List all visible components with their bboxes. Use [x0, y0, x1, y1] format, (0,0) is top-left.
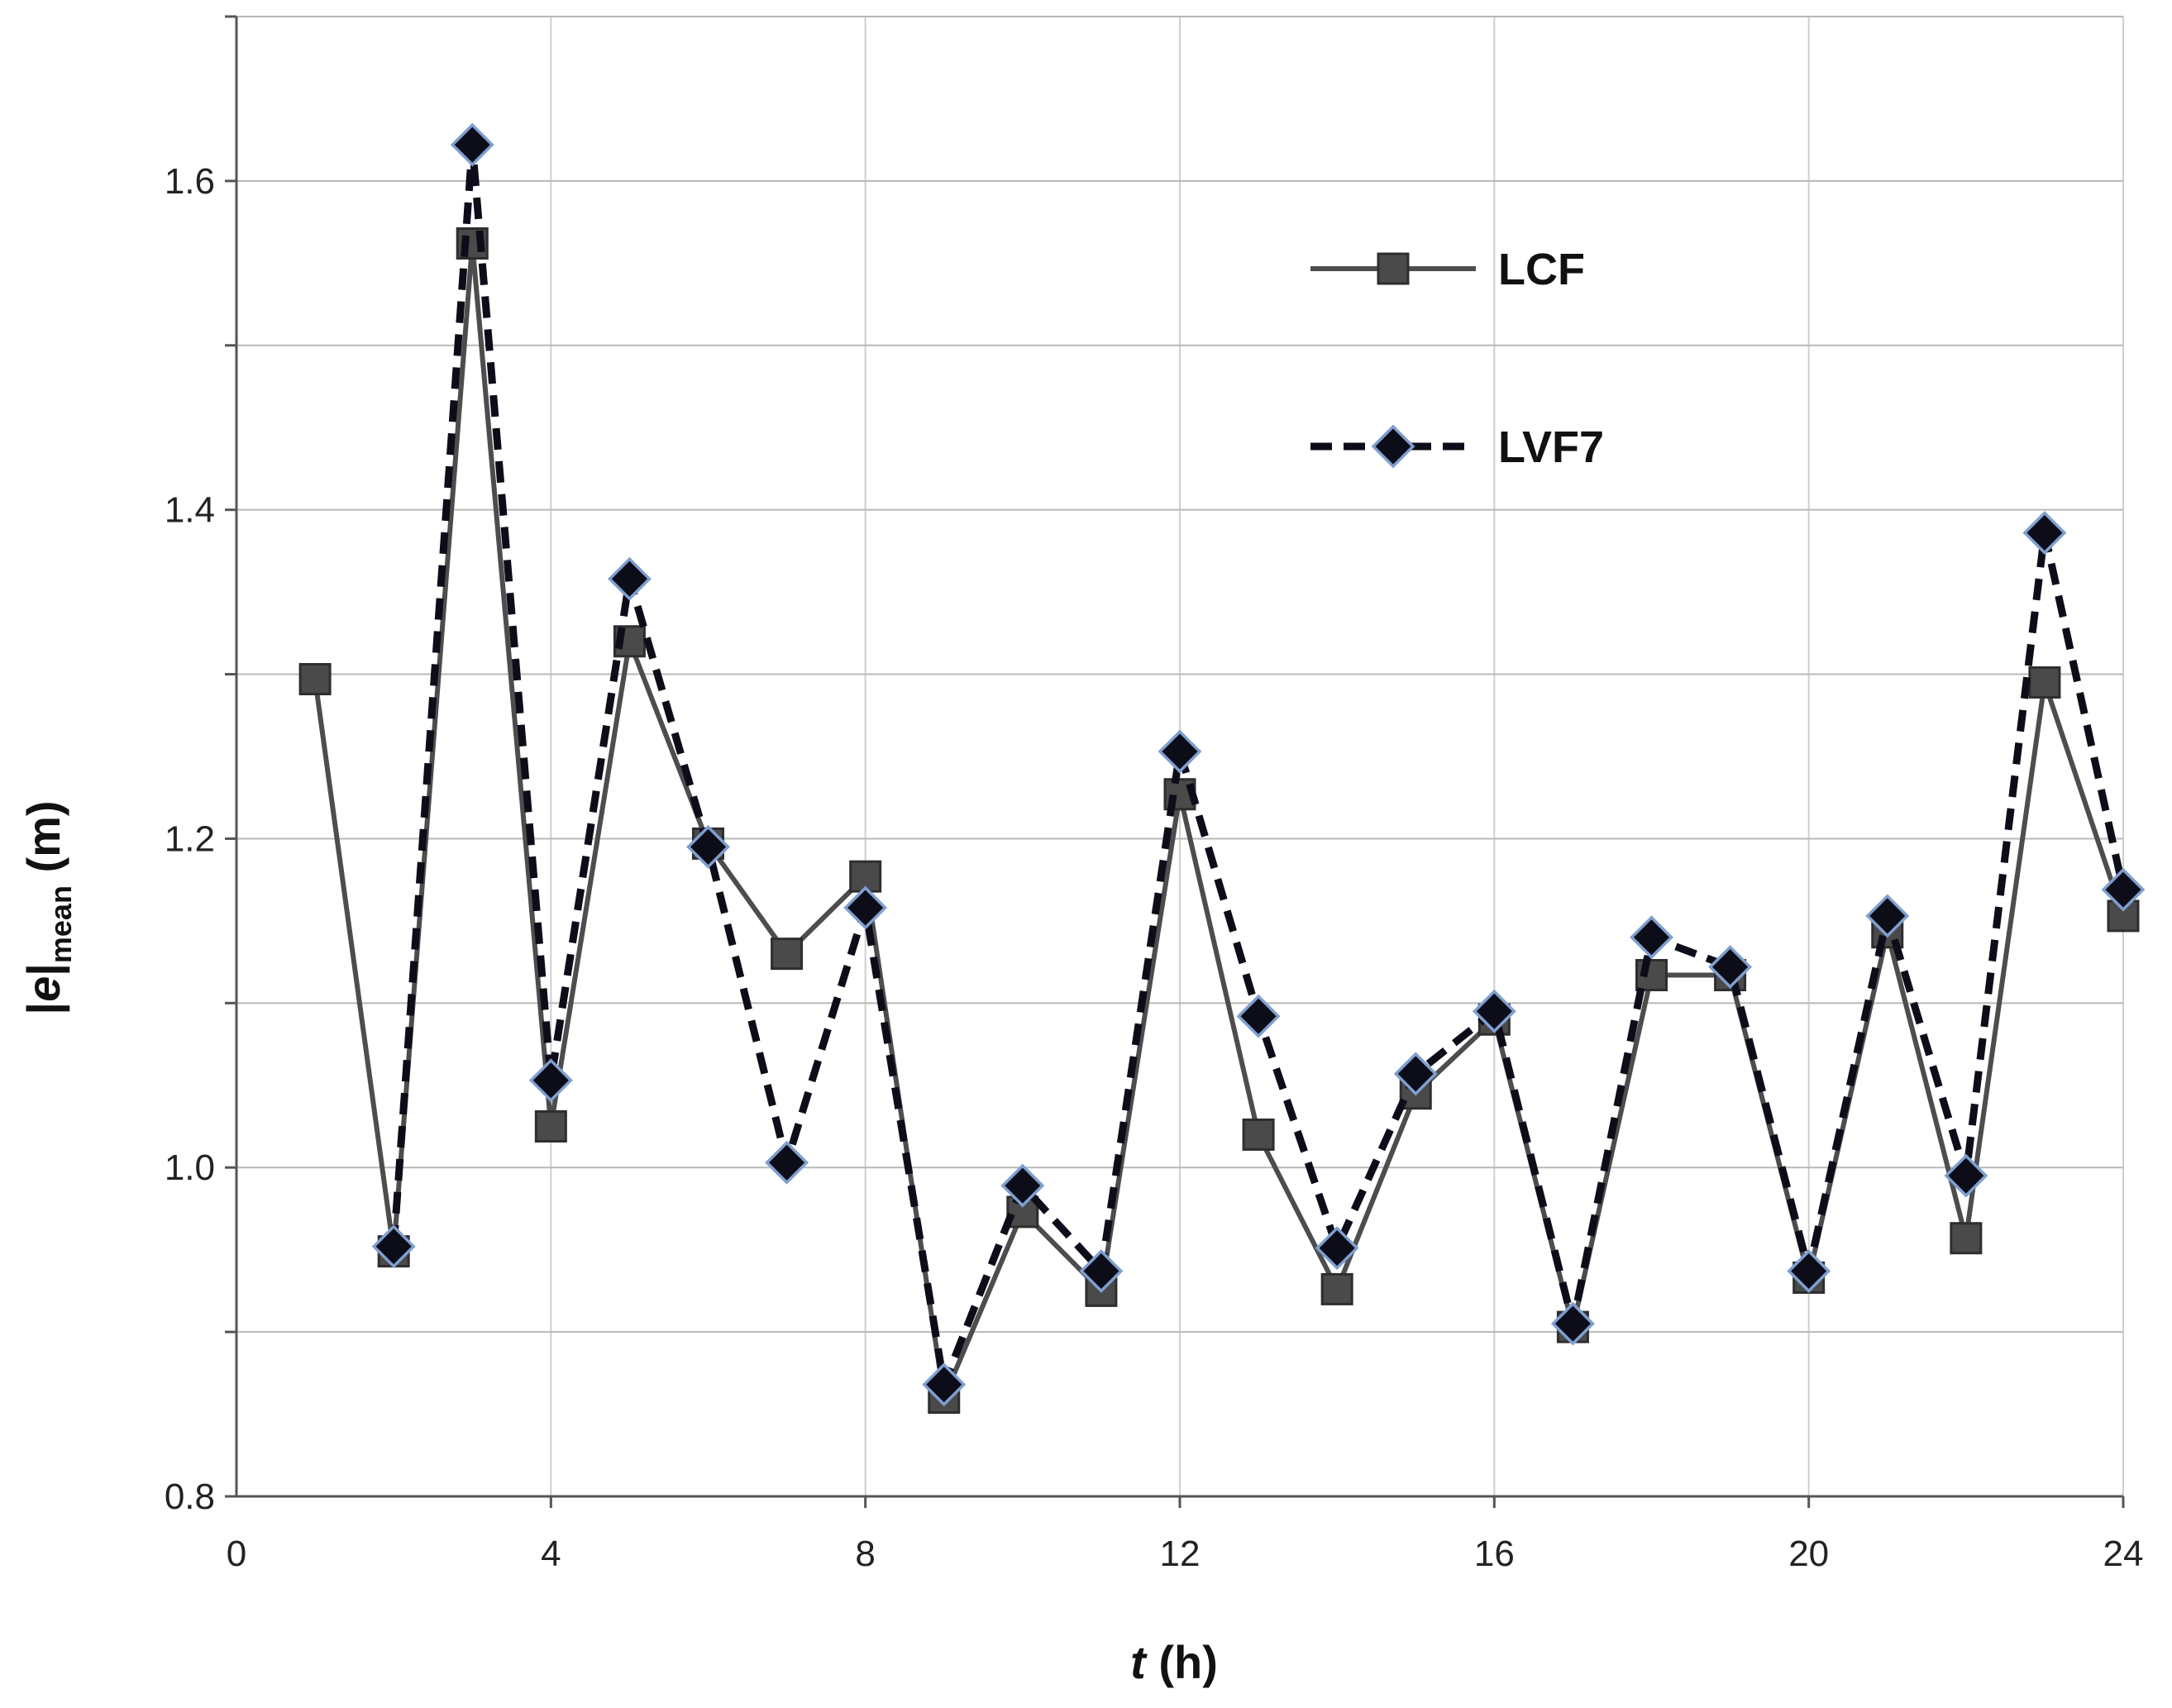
series-layer — [298, 122, 2146, 1415]
legend-item-lcf: LCF — [1310, 245, 1585, 294]
x-axis-unit: (h) — [1146, 1636, 1218, 1688]
y-axis-subscript: mean — [44, 885, 78, 963]
data-point-lvf7 — [1787, 1249, 1831, 1293]
data-point-lvf7 — [371, 1224, 416, 1269]
data-point-lcf — [1242, 1118, 1275, 1151]
data-point-lvf7 — [1472, 989, 1516, 1033]
data-point-lcf — [1950, 1222, 1983, 1255]
x-tick-label: 12 — [1160, 1534, 1201, 1574]
legend-label-lcf: LCF — [1498, 245, 1585, 294]
y-tick-label: 1.2 — [165, 818, 215, 859]
y-tick-label: 1.4 — [165, 490, 215, 531]
series-line-lcf — [313, 241, 2126, 1400]
y-axis-bar-open: | — [17, 1002, 70, 1015]
data-point-lvf7 — [843, 885, 888, 930]
legend-swatch-marker — [1377, 252, 1410, 285]
x-tick-label: 8 — [855, 1534, 875, 1574]
data-point-lvf7 — [1393, 1052, 1438, 1096]
data-point-lvf7 — [1079, 1249, 1124, 1293]
x-tick-label: 24 — [2103, 1534, 2144, 1574]
x-axis-title: t (h) — [1130, 1636, 1218, 1688]
x-tick-label: 16 — [1474, 1534, 1515, 1574]
x-tick-label: 4 — [541, 1534, 561, 1574]
gridlines — [236, 16, 2124, 1496]
data-point-lvf7 — [1550, 1301, 1595, 1346]
y-axis-unit: (m) — [17, 800, 69, 885]
data-point-lvf7 — [528, 1058, 573, 1103]
series-line-lvf7 — [389, 141, 2127, 1389]
legend-label-lvf7: LVF7 — [1498, 422, 1604, 472]
data-point-lvf7 — [450, 122, 494, 167]
data-point-lvf7 — [2022, 511, 2067, 555]
data-point-lvf7 — [1944, 1153, 1988, 1198]
data-point-lcf — [1635, 959, 1668, 992]
y-axis-var: e — [17, 976, 69, 1002]
data-point-lvf7 — [1865, 894, 1910, 938]
data-point-lvf7 — [1630, 915, 1673, 960]
data-point-lvf7 — [1000, 1163, 1045, 1208]
data-point-lcf — [298, 663, 332, 696]
data-point-lcf — [2028, 666, 2061, 699]
data-point-lvf7 — [607, 556, 652, 601]
y-tick-label: 0.8 — [165, 1477, 215, 1517]
y-tick-labels: 0.8 1.0 1.2 1.4 1.6 — [165, 161, 215, 1517]
y-axis-title: |e|mean (m) — [17, 800, 78, 1014]
x-tick-labels: 0 4 8 12 16 20 24 — [227, 1534, 2144, 1574]
data-point-lvf7 — [1236, 994, 1281, 1038]
series-lcf — [298, 227, 2140, 1415]
x-tick-label: 0 — [227, 1534, 246, 1574]
y-axis-bar-close: | — [17, 963, 70, 976]
y-tick-label: 1.6 — [165, 161, 215, 202]
y-tick-label: 1.0 — [165, 1147, 215, 1188]
legend: LCF LVF7 — [1310, 245, 1604, 472]
data-point-lvf7 — [686, 824, 730, 869]
x-axis-var: t — [1130, 1636, 1148, 1688]
series-lvf7 — [371, 122, 2146, 1407]
data-point-lvf7 — [1315, 1226, 1359, 1271]
axes — [225, 15, 2125, 1508]
data-point-lvf7 — [765, 1140, 809, 1185]
data-point-lcf — [534, 1110, 567, 1143]
data-point-lvf7 — [1708, 945, 1753, 990]
data-point-lcf — [771, 937, 804, 971]
data-point-lvf7 — [1158, 729, 1202, 774]
x-tick-label: 20 — [1788, 1534, 1829, 1574]
legend-swatch-marker — [1371, 424, 1415, 469]
data-point-lcf — [1320, 1272, 1353, 1305]
legend-item-lvf7: LVF7 — [1310, 422, 1604, 472]
data-point-lvf7 — [2101, 867, 2146, 912]
data-point-lvf7 — [922, 1362, 967, 1407]
